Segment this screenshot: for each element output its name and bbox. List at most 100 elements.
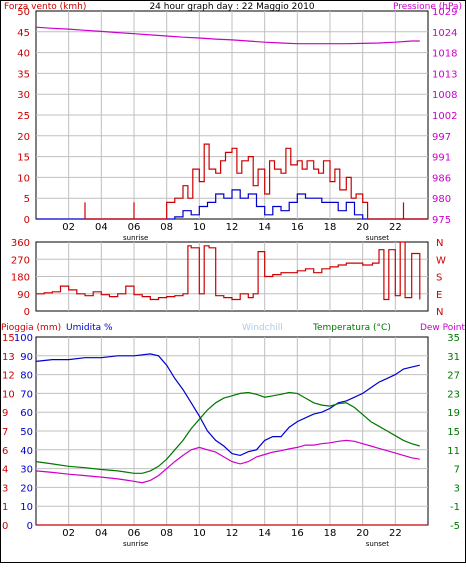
wind-direction-degree-ticks: 0 90 180 270 360 (11, 238, 30, 318)
x-tick-label: 18 (324, 528, 337, 539)
y-tick-label: 31 (447, 352, 460, 363)
y-tick-label: 1008 (432, 90, 457, 101)
x-tick-label: 10 (193, 528, 206, 539)
x-tick-label: 18 (324, 222, 337, 233)
x-tick-label: 02 (62, 528, 75, 539)
series-line (36, 241, 421, 301)
x-tick-label: 08 (160, 222, 173, 233)
y-tick-label: 3 (454, 483, 460, 494)
y-tick-label: 6 (2, 446, 8, 457)
wind-speed-axis-label: Forza vento (kmh) (4, 2, 86, 12)
y-tick-label: 30 (20, 465, 33, 476)
y-tick-label: 360 (11, 238, 30, 249)
x-tick-label: 08 (160, 528, 173, 539)
series-line (36, 189, 428, 220)
x-tick-label: 12 (226, 222, 239, 233)
series-line (35, 391, 420, 474)
y-tick-label: 1 (2, 502, 8, 513)
x-tick-label: 12 (226, 528, 239, 539)
compass-label: E (436, 290, 442, 301)
y-tick-label: 4 (2, 465, 8, 476)
dew-point-label: Dew Point (420, 323, 466, 333)
y-tick-label: 23 (447, 389, 460, 400)
x-tick-label: 06 (128, 528, 141, 539)
y-tick-label: 1018 (432, 49, 457, 60)
y-tick-label: 997 (432, 132, 451, 143)
y-tick-label: 270 (11, 255, 30, 266)
panel-temp-humidity: Pioggia (mm) Umidita % Windchill Tempera… (1, 323, 465, 548)
y-tick-label: 27 (447, 371, 460, 382)
compass-label: S (436, 273, 442, 284)
series-line (35, 26, 420, 45)
compass-label: W (436, 255, 446, 266)
y-tick-label: 50 (20, 427, 33, 438)
pressure-ticks: 975 980 986 991 997 1002 1008 1013 1018 1024 1029 (432, 7, 457, 226)
chart-title: 24 hour graph day : 22 Maggio 2010 (149, 2, 314, 12)
panel-wind-pressure-series (35, 26, 428, 220)
y-tick-label: 975 (432, 215, 451, 226)
y-tick-label: 11 (447, 446, 460, 457)
temperature-ticks: -5 -1 3 7 11 15 19 23 27 31 35 (447, 333, 460, 532)
y-tick-label: 19 (447, 408, 460, 419)
x-tick-label: 16 (291, 222, 304, 233)
y-tick-label: 1029 (432, 7, 457, 18)
temperature-axis-label: Temperatura (°C) (312, 323, 391, 333)
y-tick-label: 90 (20, 352, 33, 363)
y-tick-label: 1002 (432, 111, 457, 122)
y-tick-label: 1013 (432, 69, 457, 80)
panel-wind-pressure-x-ticks: 02 04 06 08 10 12 14 16 18 20 22 (62, 222, 401, 233)
y-tick-label: 7 (454, 465, 460, 476)
y-tick-label: 1024 (432, 28, 457, 39)
y-tick-label: 10 (2, 389, 15, 400)
y-tick-label: 40 (20, 446, 33, 457)
y-tick-label: 35 (447, 333, 460, 344)
x-tick-label: 04 (95, 528, 108, 539)
y-tick-label: 20 (20, 483, 33, 494)
sunrise-label: sunrise (123, 540, 148, 548)
y-tick-label: 991 (432, 153, 451, 164)
y-tick-label: 25 (17, 111, 30, 122)
y-tick-label: 60 (20, 408, 33, 419)
y-tick-label: 980 (432, 194, 451, 205)
y-tick-label: 100 (14, 333, 33, 344)
windchill-label: Windchill (242, 323, 283, 333)
series-line (84, 143, 428, 220)
y-tick-label: 45 (17, 28, 30, 39)
y-tick-label: 80 (20, 371, 33, 382)
x-tick-label: 14 (258, 222, 271, 233)
x-tick-label: 02 (62, 222, 75, 233)
y-tick-label: 15 (447, 427, 460, 438)
y-tick-label: 180 (11, 273, 30, 284)
rain-axis-label: Pioggia (mm) (1, 323, 61, 333)
y-tick-label: 35 (17, 69, 30, 80)
pressure-axis-label: Pressione (hPa) (393, 2, 462, 12)
y-tick-label: 40 (17, 49, 30, 60)
compass-label: N (436, 238, 443, 249)
y-tick-label: 10 (20, 502, 33, 513)
panel-wind-pressure: Forza vento (kmh) 24 hour graph day : 22… (4, 2, 462, 242)
y-tick-label: -1 (450, 502, 460, 513)
panel-temp-humidity-x-ticks: 02 04 06 08 10 12 14 16 18 20 22 (62, 528, 401, 539)
y-tick-label: 0 (24, 307, 30, 318)
sunset-label: sunset (366, 234, 389, 242)
panel-wind-direction-series (36, 241, 421, 301)
x-tick-label: 10 (193, 222, 206, 233)
panel-temp-humidity-series (35, 353, 428, 526)
y-tick-label: 70 (20, 389, 33, 400)
y-tick-label: 7 (2, 427, 8, 438)
x-tick-label: 20 (356, 528, 369, 539)
y-tick-label: 13 (2, 352, 15, 363)
sunset-label: sunset (366, 540, 389, 548)
compass-label: N (436, 307, 443, 318)
y-tick-label: 15 (17, 153, 30, 164)
x-tick-label: 04 (95, 222, 108, 233)
series-line (35, 439, 420, 484)
x-tick-label: 20 (356, 222, 369, 233)
y-tick-label: 90 (17, 290, 30, 301)
x-tick-label: 14 (258, 528, 271, 539)
